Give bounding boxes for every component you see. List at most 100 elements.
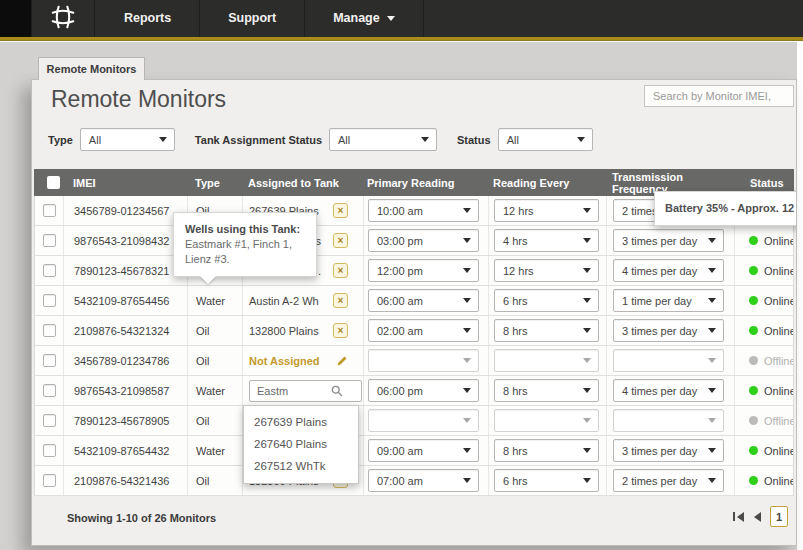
header-checkbox-cell <box>34 169 63 196</box>
remove-tank-icon[interactable]: × <box>333 233 348 248</box>
primary-reading-select[interactable]: 09:00 am <box>368 439 479 462</box>
table-row: 2109876-54321436Oil132800 Plains×07:00 a… <box>35 466 793 496</box>
transmission-frequency-select[interactable] <box>613 349 724 372</box>
remove-tank-icon[interactable]: × <box>333 293 348 308</box>
reading-every-select[interactable] <box>494 349 599 372</box>
tank-link[interactable]: . <box>318 265 321 277</box>
row-checkbox[interactable] <box>43 234 56 247</box>
primary-reading-select[interactable]: 06:00 pm <box>368 379 479 402</box>
transmission-frequency-select[interactable]: 4 times per day <box>613 379 724 402</box>
page-number-box[interactable]: 1 <box>770 506 788 527</box>
table-body: 3456789-01234567Oil267639 Plains×10:00 a… <box>34 196 794 496</box>
type-filter-select[interactable]: All <box>80 128 175 151</box>
transmission-frequency-select[interactable] <box>613 409 724 432</box>
reading-every-select[interactable]: 6 hrs <box>494 469 599 492</box>
reading-every-select[interactable]: 12 hrs <box>494 199 599 222</box>
screenshot-root: Reports Support Manage Remote Monitors R… <box>0 0 803 550</box>
tank-search-dropdown: 267639 Plains 267640 Plains 267512 WhTk <box>243 405 359 484</box>
remove-tank-icon[interactable]: × <box>333 263 348 278</box>
primary-reading-select[interactable] <box>368 349 479 372</box>
select-value: 03:00 pm <box>377 235 423 247</box>
column-header-primary-reading: Primary Reading <box>363 169 488 196</box>
tank-assignment-filter-select[interactable]: All <box>329 128 437 151</box>
content-panel: Remote Monitors Type All Tank Assignment… <box>31 79 797 546</box>
reading-every-select[interactable]: 8 hrs <box>494 319 599 342</box>
primary-reading-select[interactable]: 07:00 am <box>368 469 479 492</box>
tab-remote-monitors[interactable]: Remote Monitors <box>38 57 145 80</box>
reading-every-select-cell: 6 hrs <box>489 466 607 495</box>
chevron-down-icon <box>159 137 167 142</box>
reading-every-select[interactable]: 8 hrs <box>494 439 599 462</box>
primary-reading-select-cell: 07:00 am <box>364 466 489 495</box>
tank-link[interactable]: 132800 Plains <box>249 325 319 337</box>
navbar-left-block <box>0 0 31 37</box>
primary-reading-select[interactable] <box>368 409 479 432</box>
row-checkbox[interactable] <box>43 444 56 457</box>
reading-every-select[interactable]: 8 hrs <box>494 379 599 402</box>
transmission-frequency-select[interactable]: 3 times per day <box>613 229 724 252</box>
nav-item-reports[interactable]: Reports <box>96 0 200 37</box>
first-page-icon[interactable] <box>733 512 745 522</box>
remove-tank-icon[interactable]: × <box>333 323 348 338</box>
nav-item-support[interactable]: Support <box>200 0 305 37</box>
primary-reading-select-cell: 06:00 pm <box>364 376 489 405</box>
transmission-frequency-select-cell: 2 times per day <box>607 466 735 495</box>
primary-reading-select[interactable]: 03:00 pm <box>368 229 479 252</box>
brand-logo[interactable] <box>31 0 95 37</box>
results-summary: Showing 1-10 of 26 Monitors <box>67 512 216 524</box>
transmission-frequency-select[interactable]: 3 times per day <box>613 439 724 462</box>
edit-tank-icon[interactable] <box>336 355 348 367</box>
primary-reading-select[interactable]: 02:00 am <box>368 319 479 342</box>
row-checkbox[interactable] <box>43 294 56 307</box>
reading-every-select[interactable]: 6 hrs <box>494 289 599 312</box>
reading-every-select[interactable]: 4 hrs <box>494 229 599 252</box>
not-assigned-link[interactable]: Not Assigned <box>249 355 320 367</box>
tank-search-input[interactable] <box>249 380 362 402</box>
transmission-frequency-select[interactable]: 4 times per day <box>613 259 724 282</box>
page-title: Remote Monitors <box>51 86 226 113</box>
transmission-frequency-select-cell <box>607 346 735 375</box>
type-cell: Oil <box>188 466 243 495</box>
magnifier-icon[interactable] <box>331 385 343 397</box>
green-dot-icon <box>749 266 758 275</box>
chevron-down-icon <box>583 418 591 423</box>
imei-cell: 5432109-87654432 <box>64 436 188 465</box>
select-all-checkbox[interactable] <box>47 176 60 189</box>
column-header-assigned-to-tank: Assigned to Tank <box>242 169 363 196</box>
primary-reading-select[interactable]: 12:00 pm <box>368 259 479 282</box>
imei-cell: 2109876-54321324 <box>64 316 188 345</box>
tank-option[interactable]: 267640 Plains <box>244 433 358 455</box>
column-header-type: Type <box>187 169 242 196</box>
gray-dot-icon <box>749 416 758 425</box>
row-checkbox[interactable] <box>43 354 56 367</box>
imei-cell: 2109876-54321436 <box>64 466 188 495</box>
transmission-frequency-select[interactable]: 1 time per day <box>613 289 724 312</box>
tank-option[interactable]: 267639 Plains <box>244 411 358 433</box>
primary-reading-select[interactable]: 06:00 am <box>368 289 479 312</box>
transmission-frequency-select[interactable]: 2 times per day <box>613 469 724 492</box>
row-checkbox[interactable] <box>43 264 56 277</box>
row-checkbox[interactable] <box>43 414 56 427</box>
search-input[interactable] <box>644 85 794 107</box>
primary-reading-select-cell: 12:00 pm <box>364 256 489 285</box>
row-checkbox[interactable] <box>43 204 56 217</box>
type-cell: Water <box>188 436 243 465</box>
primary-reading-select[interactable]: 10:00 am <box>368 199 479 222</box>
select-value: All <box>89 134 101 146</box>
reading-every-select[interactable] <box>494 409 599 432</box>
select-value: 3 times per day <box>622 235 697 247</box>
row-checkbox[interactable] <box>43 474 56 487</box>
tank-option[interactable]: 267512 WhTk <box>244 455 358 477</box>
status-filter-select[interactable]: All <box>498 128 593 151</box>
transmission-frequency-select[interactable]: 3 times per day <box>613 319 724 342</box>
checkbox-cell <box>35 226 64 255</box>
status-cell: Online <box>735 436 793 465</box>
reading-every-select[interactable]: 12 hrs <box>494 259 599 282</box>
row-checkbox[interactable] <box>43 324 56 337</box>
previous-page-icon[interactable] <box>754 512 761 522</box>
tank-link[interactable]: Austin A-2 Wh <box>249 295 319 307</box>
chevron-down-icon <box>421 137 429 142</box>
remove-tank-icon[interactable]: × <box>333 203 348 218</box>
nav-item-manage[interactable]: Manage <box>305 0 424 37</box>
row-checkbox[interactable] <box>43 384 56 397</box>
